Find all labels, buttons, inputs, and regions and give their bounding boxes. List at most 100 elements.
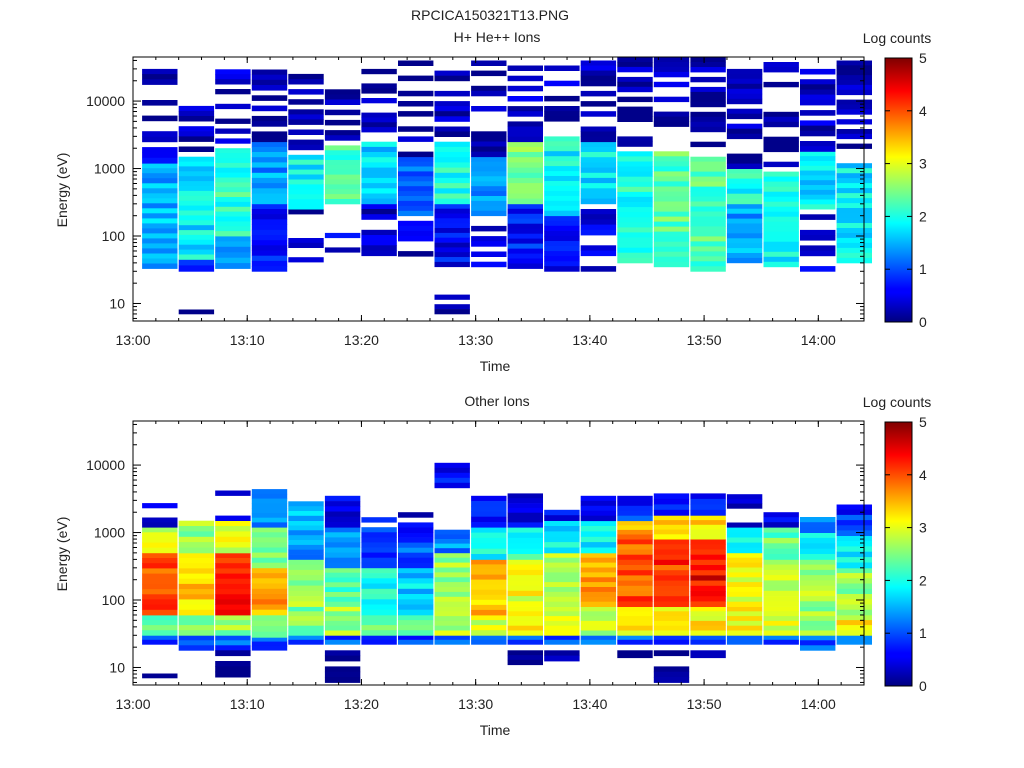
heatmap-cell: [324, 189, 361, 195]
heatmap-cell: [215, 74, 251, 80]
heatmap-cell: [580, 245, 617, 251]
heatmap-cell: [507, 575, 543, 581]
heatmap-cell: [434, 467, 470, 474]
heatmap-cell: [434, 472, 470, 479]
heatmap-cell: [142, 635, 178, 641]
heatmap-cell: [288, 530, 324, 536]
heatmap-cell: [836, 609, 872, 616]
heatmap-cell: [471, 579, 507, 586]
heatmap-cell: [142, 136, 178, 143]
heatmap-cell: [288, 109, 324, 115]
heatmap-cell: [544, 562, 580, 568]
heatmap-cell: [580, 542, 617, 548]
heatmap-cell: [836, 80, 872, 86]
colorbar-label: Log counts: [863, 30, 932, 46]
heatmap-cell: [836, 578, 872, 584]
heatmap-cell: [544, 95, 580, 102]
heatmap-cell: [288, 639, 324, 645]
heatmap-cell: [800, 229, 836, 236]
heatmap-cell: [215, 531, 251, 538]
heatmap-cell: [142, 258, 178, 264]
heatmap-cell: [690, 166, 726, 172]
heatmap-cell: [726, 243, 763, 249]
heatmap-cell: [617, 96, 653, 103]
heatmap-cell: [471, 146, 507, 152]
heatmap-cell: [726, 542, 763, 549]
heatmap-cell: [836, 178, 872, 184]
heatmap-cell: [544, 190, 580, 197]
heatmap-cell: [142, 517, 178, 523]
heatmap-cell: [690, 126, 726, 133]
colorbar-tick-label: 0: [919, 678, 927, 694]
heatmap-cell: [800, 596, 836, 602]
heatmap-cell: [398, 625, 434, 631]
heatmap-cell: [361, 245, 397, 251]
heatmap-cell: [142, 68, 178, 75]
heatmap-cell: [800, 94, 836, 101]
heatmap-cell: [251, 599, 288, 605]
heatmap-cell: [434, 543, 470, 549]
heatmap-cell: [726, 203, 763, 210]
heatmap-cell: [361, 547, 397, 553]
heatmap-cell: [544, 176, 580, 182]
heatmap-cell: [763, 241, 799, 248]
heatmap-cell: [434, 572, 470, 578]
heatmap-cell: [617, 207, 653, 213]
heatmap-cell: [617, 191, 653, 198]
heatmap-cell: [398, 200, 434, 207]
y-tick-label: 10000: [86, 457, 125, 473]
heatmap-cell: [471, 196, 507, 202]
heatmap-cell: [800, 548, 836, 555]
heatmap-cell: [324, 119, 361, 126]
heatmap-cell: [434, 582, 470, 588]
heatmap-cell: [507, 157, 543, 163]
heatmap-cell: [507, 548, 543, 555]
heatmap-cell: [690, 246, 726, 252]
heatmap-cell: [836, 129, 872, 135]
heatmap-cell: [763, 569, 799, 576]
heatmap-cell: [251, 209, 288, 215]
heatmap-cell: [726, 248, 763, 254]
heatmap-cell: [507, 655, 543, 661]
heatmap-cell: [726, 625, 763, 631]
heatmap-cell: [690, 611, 726, 617]
heatmap-cell: [580, 526, 617, 532]
heatmap-cell: [763, 512, 799, 518]
heatmap-cell: [398, 186, 434, 192]
heatmap-cell: [617, 585, 653, 592]
heatmap-cell: [434, 232, 470, 239]
heatmap-cell: [142, 193, 178, 199]
heatmap-cell: [836, 583, 872, 590]
heatmap-cell: [324, 639, 361, 645]
heatmap-cell: [251, 172, 288, 179]
heatmap-cell: [726, 228, 763, 234]
heatmap-cell: [836, 625, 872, 631]
heatmap-cell: [215, 221, 251, 227]
heatmap-cell: [763, 527, 799, 533]
heatmap-cell: [288, 535, 324, 541]
heatmap-cells: [142, 462, 872, 683]
x-tick-label: 14:00: [801, 696, 836, 712]
heatmap-cell: [471, 236, 507, 242]
heatmap-cell: [434, 635, 470, 641]
heatmap-cell: [215, 118, 251, 124]
heatmap-cell: [507, 616, 543, 622]
heatmap-cell: [398, 196, 434, 202]
heatmap-cell: [544, 577, 580, 583]
heatmap-cell: [690, 67, 726, 73]
heatmap-cell: [288, 164, 324, 170]
heatmap-cell: [726, 611, 763, 617]
heatmap-cell: [398, 594, 434, 600]
heatmap-cell: [507, 503, 543, 509]
heatmap-cell: [215, 635, 251, 641]
heatmap-cell: [800, 554, 836, 560]
heatmap-cell: [251, 588, 288, 595]
heatmap-cell: [544, 161, 580, 167]
heatmap-cell: [507, 146, 543, 153]
heatmap-cell: [142, 542, 178, 549]
heatmap-cell: [653, 121, 690, 127]
heatmap-cell: [215, 552, 251, 559]
heatmap-cell: [690, 585, 726, 592]
heatmap-cell: [800, 630, 836, 636]
heatmap-cell: [836, 89, 872, 96]
